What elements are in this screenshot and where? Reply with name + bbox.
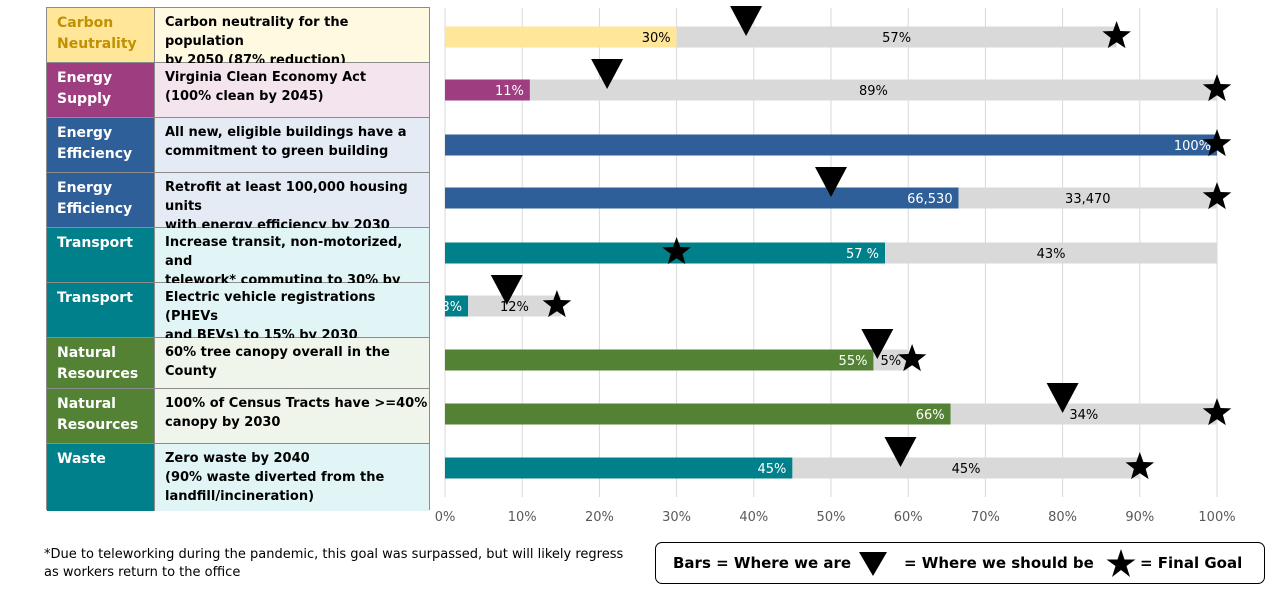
bar-remaining [950,403,1217,425]
category-cell: Carbon Neutrality [47,8,155,62]
category-cell: Energy Efficiency [47,118,155,172]
bar-remaining-label: 34% [1069,408,1098,423]
target-marker [1046,383,1079,413]
final-goal-marker [1202,398,1232,426]
legend: Bars = Where we are = Where we should be… [655,542,1265,584]
target-marker [490,275,523,305]
goal-cell: Electric vehicle registrations (PHEVs an… [155,283,429,343]
category-cell: Energy Supply [47,63,155,117]
goal-cell: Zero waste by 2040 (90% waste diverted f… [155,444,429,511]
category-cell: Transport [47,228,155,282]
category-cell: Natural Resources [47,389,155,443]
bar-remaining [885,242,1217,264]
bar-remaining-label: 57% [882,31,911,46]
bar-current [445,403,951,425]
goal-cell: 60% tree canopy overall in the County [155,338,429,388]
bar-current [445,134,1217,156]
bar-current-label: 30% [642,31,671,46]
final-goal-marker [1202,74,1232,102]
bar-current-label: 57 % [846,247,879,262]
final-goal-marker [542,290,572,318]
final-goal-marker [1202,182,1232,210]
target-marker [815,167,847,197]
goal-row: Natural Resources 100% of Census Tracts h… [47,389,429,444]
bar-current [445,26,677,48]
goal-row: Energy Efficiency All new, eligible build… [47,118,429,173]
bar-remaining-label: 43% [1037,247,1066,262]
bar-current [445,242,886,264]
final-goal-marker [1102,21,1131,49]
legend-triangle-icon [859,552,887,576]
bar-remaining-label: 33,470 [1065,192,1111,207]
legend-bars-label: Bars = Where we are [673,554,852,572]
bar-remaining [792,457,1140,479]
bar-remaining [529,79,1217,101]
category-cell: Energy Efficiency [47,173,155,227]
legend-final-label: = Final Goal [1140,554,1243,572]
bar-current-label: 11% [495,84,524,99]
goal-row: Energy Supply Virginia Clean Economy Act … [47,63,429,118]
bar-remaining [676,26,1117,48]
x-tick-label: 10% [508,510,537,525]
legend-star-icon [1106,549,1136,577]
bar-remaining [958,187,1217,209]
bar-current-label: 66,530 [907,192,953,207]
legend-target-label: = Where we should be [904,554,1094,572]
target-marker [591,59,624,89]
goal-cell: Virginia Clean Economy Act (100% clean b… [155,63,429,117]
bar-current [445,79,530,101]
final-goal-marker [897,344,927,372]
bar-current-label: 45% [757,462,786,477]
x-tick-label: 60% [894,510,923,525]
x-tick-label: 30% [662,510,691,525]
x-tick-label: 70% [971,510,1000,525]
x-tick-label: 20% [585,510,614,525]
bar-current-label: 100% [1174,139,1211,154]
bar-current [445,349,874,371]
bar-remaining-label: 12% [500,300,529,315]
bar-current-label: 3% [442,300,463,315]
goal-row: Waste Zero waste by 2040 (90% waste diver… [47,444,429,511]
target-marker [730,6,763,36]
final-goal-marker [1202,129,1232,157]
target-marker [884,437,917,467]
bar-current-label: 55% [839,354,868,369]
x-tick-label: 40% [739,510,768,525]
x-tick-label: 100% [1198,510,1235,525]
final-goal-marker [1125,452,1155,480]
category-cell: Waste [47,444,155,511]
footnote: *Due to teleworking during the pandemic,… [44,547,624,580]
category-cell: Natural Resources [47,338,155,388]
final-goal-marker [662,237,691,265]
x-tick-label: 80% [1048,510,1077,525]
bar-current [445,187,959,209]
bar-remaining-label: 5% [881,354,902,369]
goal-table: Carbon Neutrality Carbon neutrality for t… [46,7,430,511]
goal-cell: All new, eligible buildings have a commi… [155,118,429,172]
bar-remaining [468,295,561,317]
target-marker [861,329,894,359]
goal-cell: 100% of Census Tracts have >=40% canopy … [155,389,429,443]
progress-chart: 0% 10% 20% 30% 40% 50% 60% 70% 80% 90% 100% 57% 30% 8… [435,6,1236,525]
goal-row: Natural Resources 60% tree canopy overall… [47,338,429,389]
bar-current [445,457,793,479]
bar-remaining-label: 89% [859,84,888,99]
bar-remaining-label: 45% [952,462,981,477]
bar-current [445,295,469,317]
bar-current-label: 66% [916,408,945,423]
x-tick-label: 90% [1125,510,1154,525]
category-cell: Transport [47,283,155,337]
goal-row: Transport Electric vehicle registrations … [47,283,429,343]
x-tick-label: 50% [817,510,846,525]
x-tick-label: 0% [435,510,456,525]
